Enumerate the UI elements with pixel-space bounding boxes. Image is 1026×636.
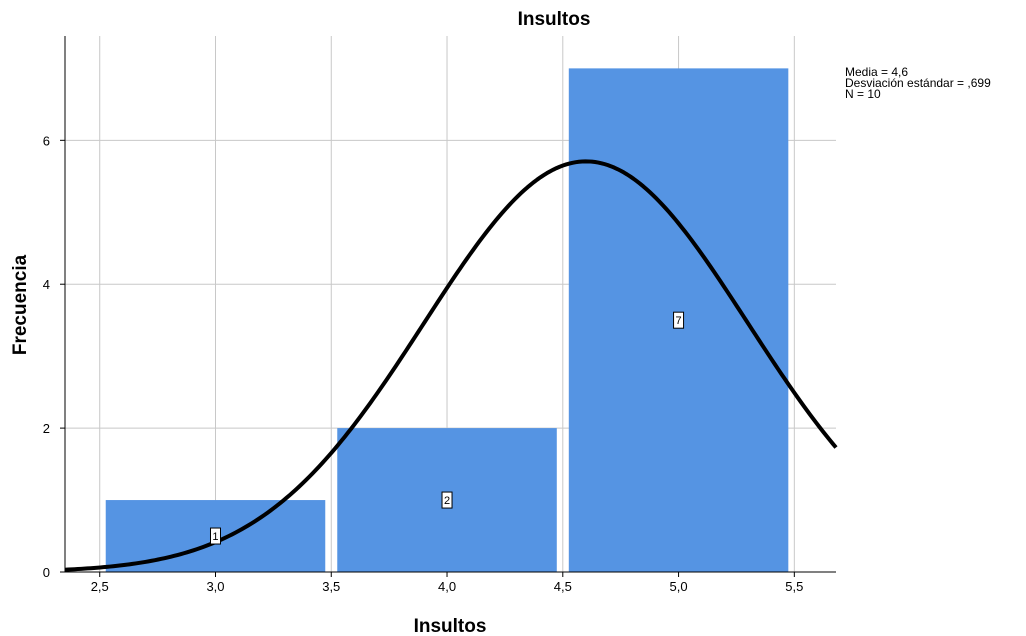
bar-label: 2 [444,495,450,507]
chart-title: Insultos [518,9,591,30]
y-tick-label: 6 [43,133,50,148]
bar-labels: 1 2 7 [209,311,685,545]
stats-line: Desviación estándar = ,699 [845,76,991,90]
bar-label-box [209,527,221,545]
x-tick-label: 2,5 [91,579,109,594]
x-tick-label: 4,0 [438,579,456,594]
y-tick-label: 0 [43,565,50,580]
axes: 2,5 3,0 3,5 4,0 4,5 5,0 5,5 0 2 4 6 [43,36,836,594]
x-tick-label: 3,5 [322,579,340,594]
bar-label: 1 [212,531,218,543]
x-axis-title: Insultos [414,616,487,636]
stats-line: Media = 4,6 [845,65,908,79]
normal-curve [64,159,838,572]
bar-label-box [673,311,685,329]
normal-curve-layer [64,159,838,572]
y-tick-label: 2 [43,421,50,436]
x-tick-label: 5,0 [670,579,688,594]
stats-line: N = 10 [845,87,881,101]
bar-label-box [441,491,453,509]
bar-label: 7 [675,315,681,327]
y-tick-label: 4 [43,277,50,292]
x-tick-label: 5,5 [785,579,803,594]
x-tick-label: 4,5 [554,579,572,594]
y-axis-title: Frecuencia [10,254,31,355]
x-tick-label: 3,0 [206,579,224,594]
